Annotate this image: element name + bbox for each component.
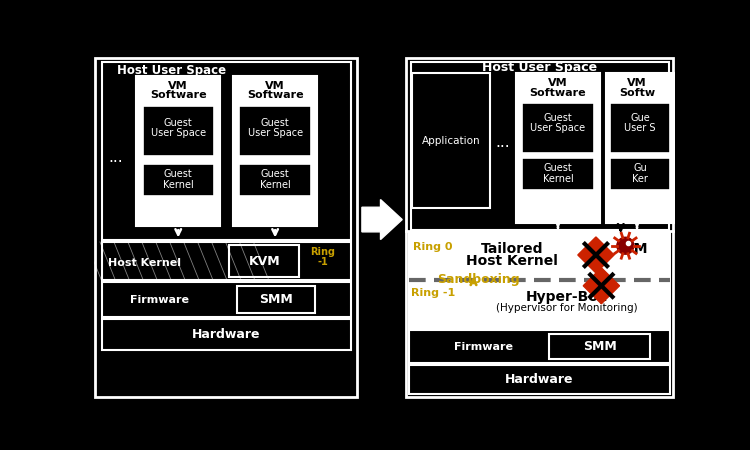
Text: Software: Software (247, 90, 304, 100)
Text: Ker: Ker (632, 174, 648, 184)
Text: (Hypervisor for Monitoring): (Hypervisor for Monitoring) (496, 303, 638, 313)
Text: Guest: Guest (544, 163, 572, 173)
Bar (413, 73, 490, 208)
Text: VM: VM (548, 78, 568, 88)
Text: Host User Space: Host User Space (482, 61, 597, 74)
Bar (136, 76, 220, 226)
Text: VM: VM (624, 242, 649, 256)
Text: Sandboxing: Sandboxing (436, 273, 520, 286)
Bar (239, 164, 310, 197)
Text: Guest: Guest (164, 169, 193, 179)
Text: User Space: User Space (530, 123, 586, 133)
Text: Guest: Guest (544, 113, 572, 123)
Bar (95, 58, 357, 396)
Text: ...: ... (108, 150, 123, 166)
Text: Kernel: Kernel (542, 174, 573, 184)
Bar (237, 286, 315, 314)
Text: ...: ... (496, 135, 510, 150)
Text: User Space: User Space (151, 128, 206, 138)
Text: Firmware: Firmware (130, 295, 189, 305)
Bar (101, 62, 351, 240)
Text: Softw: Softw (619, 87, 655, 98)
Text: Firmware: Firmware (454, 342, 513, 351)
Text: Guest: Guest (261, 169, 290, 179)
Bar (233, 76, 317, 226)
Bar (610, 103, 670, 153)
Bar (101, 319, 351, 350)
Bar (522, 158, 594, 190)
Text: VM: VM (266, 81, 285, 90)
Bar (230, 245, 299, 277)
Text: SMM: SMM (583, 340, 616, 353)
Bar (610, 158, 670, 190)
Text: Software: Software (150, 90, 206, 100)
Bar (142, 106, 214, 157)
Text: Hyper-Box: Hyper-Box (526, 289, 608, 304)
Polygon shape (578, 237, 614, 273)
Text: Kernel: Kernel (163, 180, 194, 190)
Text: Ring: Ring (310, 247, 334, 257)
Bar (101, 242, 351, 280)
Bar (101, 282, 351, 317)
Bar (522, 103, 594, 153)
Text: Host Kernel: Host Kernel (108, 258, 181, 268)
Text: SMM: SMM (259, 293, 292, 306)
Text: VM: VM (169, 81, 188, 90)
Text: Application: Application (422, 135, 480, 146)
Polygon shape (584, 268, 620, 304)
Text: Software: Software (530, 87, 586, 98)
Text: Host User Space: Host User Space (117, 63, 226, 76)
Text: Kernel: Kernel (260, 180, 290, 190)
Text: -1: -1 (317, 257, 328, 267)
Bar (239, 106, 310, 157)
Bar (516, 73, 600, 223)
Bar (606, 73, 676, 223)
Text: Host Kernel: Host Kernel (466, 254, 558, 268)
Circle shape (616, 237, 634, 254)
Bar (142, 164, 214, 197)
Text: VM: VM (627, 78, 646, 88)
Text: Ring -1: Ring -1 (411, 288, 455, 298)
Text: KVM: KVM (248, 256, 280, 268)
Text: User Space: User Space (248, 128, 303, 138)
Text: Hardware: Hardware (506, 373, 574, 386)
Text: Guest: Guest (164, 118, 193, 128)
Bar (411, 63, 669, 230)
Text: Guest: Guest (261, 118, 290, 128)
FancyArrow shape (362, 199, 402, 239)
Text: Ring 0: Ring 0 (413, 242, 453, 252)
Text: User S: User S (624, 123, 656, 133)
Text: Gu: Gu (633, 163, 647, 173)
Bar (410, 232, 670, 328)
Bar (410, 330, 670, 363)
Bar (410, 365, 670, 394)
Text: Hardware: Hardware (192, 328, 260, 341)
Text: Gue: Gue (630, 113, 650, 123)
Bar (406, 58, 674, 396)
Text: Tailored: Tailored (481, 242, 544, 256)
Bar (550, 334, 650, 359)
